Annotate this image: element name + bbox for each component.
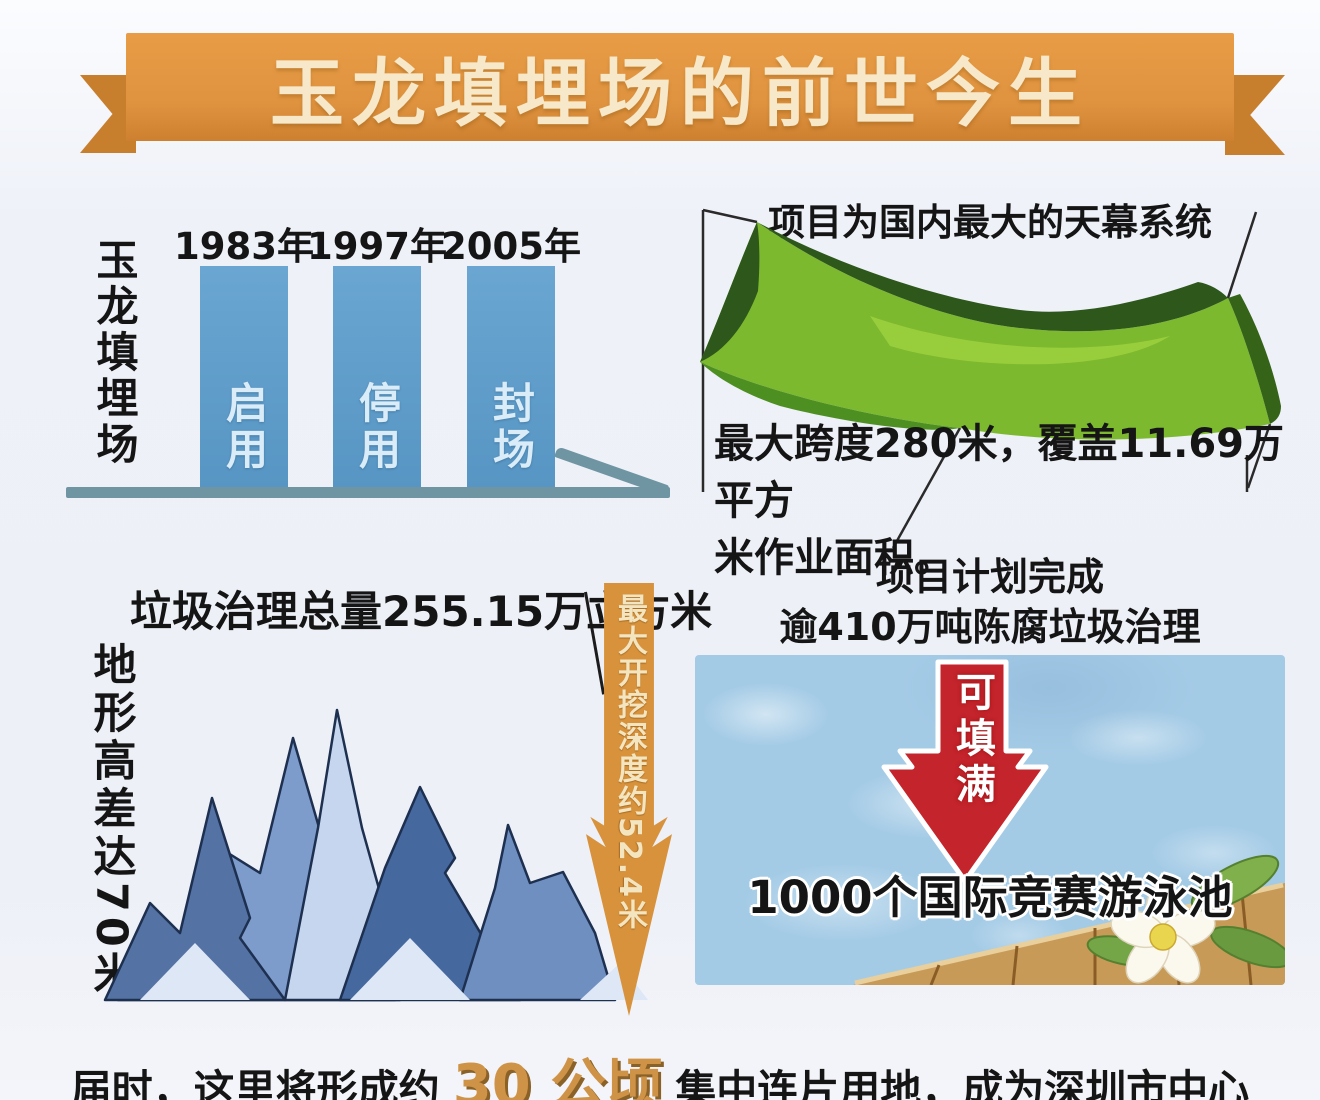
plan-heading-line2: 逾410万吨陈腐垃圾治理 [779, 605, 1201, 649]
wooden-deck-illustration [853, 854, 1285, 985]
pool-illustration: 可填满 1000个国际竞赛游泳池 [695, 655, 1285, 985]
tent-fabric-top-edge [757, 222, 1228, 332]
year-label-1997: 1997年 [307, 225, 447, 268]
canopy-heading: 项目为国内最大的天幕系统 [768, 201, 1212, 244]
canopy-tent-illustration [700, 208, 1281, 548]
tent-fabric-left-fold [700, 222, 760, 362]
bar-status-label: 启用 [219, 381, 269, 473]
canopy-caption-line2: 米作业面积。 [714, 534, 954, 581]
excavation-depth-label: 最大开挖深度约52.4米 [612, 593, 647, 932]
timeline-side-label: 玉龙填埋场 [90, 238, 139, 468]
timeline-bar-start: 启用 [200, 266, 288, 487]
footer-highlight: 30 公顷 [452, 1053, 663, 1100]
year-label-1983: 1983年 [174, 225, 314, 268]
fill-arrow-label: 可填满 [949, 671, 995, 809]
canopy-caption: 最大跨度280米，覆盖11.69万平方 米作业面积。 [714, 416, 1289, 586]
timeline-baseline [66, 487, 670, 498]
terrain-height-label: 地形高差达70米 [86, 642, 136, 1000]
flower-icon [1110, 882, 1216, 984]
bar-status-label: 停用 [352, 381, 402, 473]
tent-fabric-bottom-shade [700, 362, 960, 430]
timeline-bar-close: 封场 [467, 266, 555, 487]
timeline-bar-stop: 停用 [333, 266, 421, 487]
mountains-illustration [103, 708, 648, 1002]
footer-prefix: 届时，这里将形成约 [70, 1066, 440, 1100]
fill-arrow-icon [881, 659, 1049, 884]
canopy-caption-line1: 最大跨度280米，覆盖11.69万平方 [714, 421, 1285, 524]
ribbon-tail-right [1225, 75, 1285, 155]
pools-caption: 1000个国际竞赛游泳池 [747, 871, 1233, 924]
page-title: 玉龙填埋场的前世今生 [270, 50, 1090, 137]
plan-heading-line1: 项目计划完成 [875, 555, 1104, 599]
bar-status-label: 封场 [486, 381, 536, 473]
year-label-2005: 2005年 [441, 225, 581, 268]
tent-guy-lines [701, 208, 1272, 548]
tent-fabric-right-fold [1228, 294, 1281, 424]
footer-suffix: 集中连片用地，成为深圳市中心 [675, 1066, 1250, 1100]
tent-fabric-main [700, 222, 1270, 440]
title-banner: 玉龙填埋场的前世今生 [126, 33, 1234, 141]
footer-summary: 届时，这里将形成约 30 公顷 集中连片用地，成为深圳市中心 [0, 1040, 1320, 1100]
tent-fabric-highlight [870, 316, 1170, 365]
